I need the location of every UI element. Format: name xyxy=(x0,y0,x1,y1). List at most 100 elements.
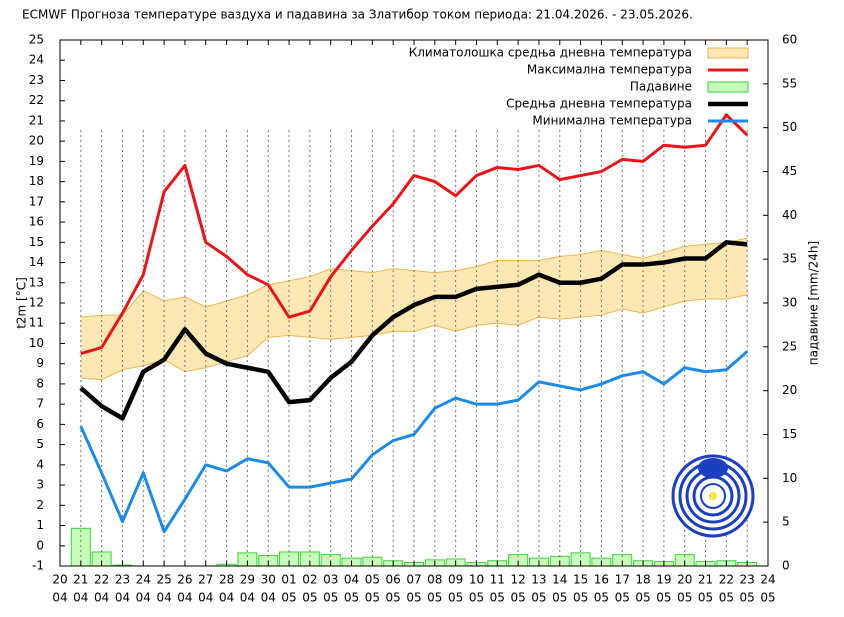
x-tick-label: 04 xyxy=(240,591,255,605)
x-tick-label: 05 xyxy=(406,591,421,605)
legend-label: Максимална температура xyxy=(527,63,692,77)
y2-tick-label: 0 xyxy=(782,559,790,573)
x-tick-label: 05 xyxy=(552,591,567,605)
x-tick-label: 29 xyxy=(240,573,255,587)
y2-tick-label: 60 xyxy=(782,33,797,47)
y-tick-label: 5 xyxy=(36,437,44,451)
y-tick-label: -1 xyxy=(32,559,44,573)
y2-tick-label: 35 xyxy=(782,252,797,266)
x-tick-label: 04 xyxy=(344,573,359,587)
y-tick-label: 9 xyxy=(36,356,44,370)
x-tick-label: 12 xyxy=(510,573,525,587)
x-tick-label: 23 xyxy=(740,573,755,587)
y-tick-label: 12 xyxy=(29,296,44,310)
x-tick-label: 21 xyxy=(698,573,713,587)
y2-tick-label: 50 xyxy=(782,120,797,134)
x-tick-label: 13 xyxy=(531,573,546,587)
x-tick-label: 05 xyxy=(698,591,713,605)
y-tick-label: 1 xyxy=(36,518,44,532)
x-tick-label: 04 xyxy=(115,591,130,605)
x-tick-label: 05 xyxy=(573,591,588,605)
legend-label: Падавине xyxy=(630,80,692,94)
x-tick-label: 05 xyxy=(365,591,380,605)
x-tick-label: 05 xyxy=(323,591,338,605)
x-tick-label: 05 xyxy=(427,591,442,605)
y2-tick-label: 55 xyxy=(782,76,797,90)
x-tick-label: 22 xyxy=(719,573,734,587)
x-tick-label: 04 xyxy=(261,591,276,605)
y-tick-label: 2 xyxy=(36,498,44,512)
x-tick-label: 24 xyxy=(760,573,775,587)
x-tick-label: 05 xyxy=(531,591,546,605)
y-tick-label: 21 xyxy=(29,113,44,127)
y2-tick-label: 25 xyxy=(782,339,797,353)
legend-label: Средња дневна температура xyxy=(506,97,692,111)
y-tick-label: 19 xyxy=(29,154,44,168)
x-tick-label: 05 xyxy=(510,591,525,605)
x-tick-label: 10 xyxy=(469,573,484,587)
x-tick-label: 02 xyxy=(302,573,317,587)
x-tick-label: 27 xyxy=(198,573,213,587)
x-tick-label: 04 xyxy=(156,591,171,605)
x-tick-label: 07 xyxy=(406,573,421,587)
y-tick-label: 8 xyxy=(36,376,44,390)
y-tick-label: 23 xyxy=(29,73,44,87)
x-tick-label: 20 xyxy=(52,573,67,587)
plot-frame xyxy=(59,39,769,567)
x-tick-label: 30 xyxy=(261,573,276,587)
y2-tick-label: 30 xyxy=(782,296,797,310)
x-tick-label: 14 xyxy=(552,573,567,587)
y-tick-label: 13 xyxy=(29,275,44,289)
x-tick-label: 23 xyxy=(115,573,130,587)
line-series xyxy=(79,350,749,534)
x-tick-label: 05 xyxy=(281,591,296,605)
x-tick-label: 04 xyxy=(198,591,213,605)
x-tick-label: 28 xyxy=(219,573,234,587)
y-tick-label: 25 xyxy=(29,33,44,47)
x-tick-label: 05 xyxy=(635,591,650,605)
x-tick-label: 17 xyxy=(615,573,630,587)
y-tick-label: 20 xyxy=(29,134,44,148)
x-tick-label: 04 xyxy=(94,591,109,605)
climate-band xyxy=(80,238,748,380)
x-tick-label: 21 xyxy=(73,573,88,587)
y-tick-label: 0 xyxy=(36,538,44,552)
x-tick-label: 05 xyxy=(760,591,775,605)
x-tick-label: 05 xyxy=(344,591,359,605)
x-tick-label: 20 xyxy=(677,573,692,587)
x-tick-label: 26 xyxy=(177,573,192,587)
x-tick-label: 08 xyxy=(427,573,442,587)
plot-area: 2004210422042304240425042604270428042904… xyxy=(29,33,798,605)
y-axis-label: t2m [°C] xyxy=(15,277,29,329)
legend-swatch xyxy=(707,47,749,59)
y2-axis-label: падавине [mm/24h] xyxy=(807,241,821,365)
x-tick-label: 04 xyxy=(52,591,67,605)
x-tick-label: 05 xyxy=(365,573,380,587)
x-tick-label: 05 xyxy=(469,591,484,605)
x-tick-label: 05 xyxy=(719,591,734,605)
legend-swatch xyxy=(707,81,749,93)
x-tick-label: 04 xyxy=(73,591,88,605)
x-tick-label: 24 xyxy=(136,573,151,587)
x-tick-label: 05 xyxy=(594,591,609,605)
x-tick-label: 11 xyxy=(490,573,505,587)
x-tick-label: 18 xyxy=(635,573,650,587)
y2-tick-label: 15 xyxy=(782,427,797,441)
logo xyxy=(671,454,755,538)
x-tick-label: 15 xyxy=(573,573,588,587)
x-tick-label: 04 xyxy=(177,591,192,605)
y-tick-label: 6 xyxy=(36,417,44,431)
x-tick-label: 05 xyxy=(490,591,505,605)
x-tick-label: 03 xyxy=(323,573,338,587)
x-tick-label: 19 xyxy=(656,573,671,587)
y2-tick-label: 10 xyxy=(782,471,797,485)
line-series xyxy=(80,113,749,356)
y-tick-label: 7 xyxy=(36,397,44,411)
legend-label: Минимална температура xyxy=(532,114,692,128)
x-tick-label: 09 xyxy=(448,573,463,587)
y-tick-label: 17 xyxy=(29,194,44,208)
x-tick-label: 06 xyxy=(386,573,401,587)
x-tick-label: 05 xyxy=(677,591,692,605)
